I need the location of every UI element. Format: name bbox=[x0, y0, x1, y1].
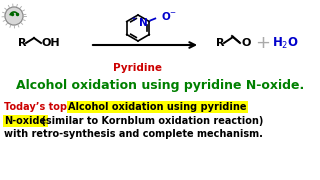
Text: N-oxide: N-oxide bbox=[4, 116, 46, 126]
Text: Alcohol oxidation using pyridine N-oxide.: Alcohol oxidation using pyridine N-oxide… bbox=[16, 80, 304, 93]
Text: with retro-synthesis and complete mechanism.: with retro-synthesis and complete mechan… bbox=[4, 129, 263, 139]
Text: (similar to Kornblum oxidation reaction): (similar to Kornblum oxidation reaction) bbox=[38, 116, 263, 126]
Text: OH: OH bbox=[42, 38, 60, 48]
Text: Today’s topic:: Today’s topic: bbox=[4, 102, 84, 112]
Text: O$^{-}$: O$^{-}$ bbox=[161, 10, 178, 22]
Text: Pyridine: Pyridine bbox=[114, 63, 163, 73]
Text: $^+$N: $^+$N bbox=[129, 16, 148, 29]
Text: R: R bbox=[216, 38, 224, 48]
Text: O: O bbox=[241, 38, 250, 48]
Text: Alcohol oxidation using pyridine: Alcohol oxidation using pyridine bbox=[68, 102, 246, 112]
Text: H$_2$O: H$_2$O bbox=[272, 35, 299, 51]
Text: R: R bbox=[18, 38, 26, 48]
Circle shape bbox=[5, 7, 23, 25]
Text: +: + bbox=[255, 34, 270, 52]
